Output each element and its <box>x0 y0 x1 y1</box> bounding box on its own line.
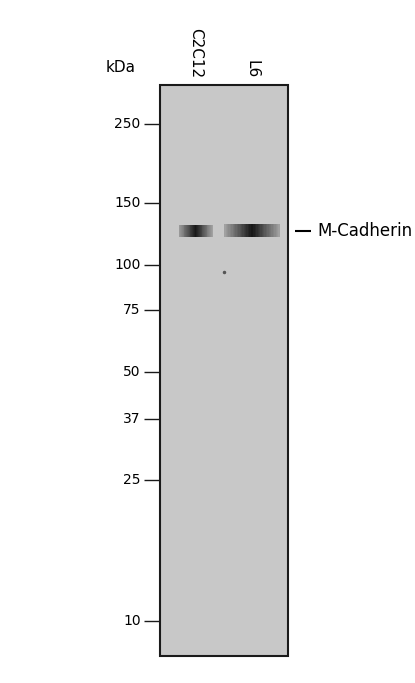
Bar <box>233 224 235 238</box>
Bar <box>195 225 196 237</box>
Bar <box>188 225 189 237</box>
Bar <box>229 224 231 238</box>
Bar <box>260 224 262 238</box>
Bar <box>195 225 197 237</box>
Bar <box>235 224 237 238</box>
Bar <box>231 224 233 238</box>
Bar <box>242 224 244 238</box>
Bar <box>181 225 183 237</box>
Text: 50: 50 <box>123 365 141 379</box>
Bar <box>203 225 204 237</box>
Bar <box>251 224 253 238</box>
Bar <box>264 224 266 238</box>
Bar <box>227 224 229 238</box>
Bar <box>204 225 205 237</box>
Bar <box>211 225 212 237</box>
Bar <box>200 225 201 237</box>
Bar <box>241 224 243 238</box>
Text: 100: 100 <box>114 258 141 273</box>
Bar <box>179 225 181 237</box>
Bar <box>247 224 249 238</box>
Bar <box>276 224 278 238</box>
Text: L6: L6 <box>245 60 260 79</box>
Bar <box>273 224 275 238</box>
Bar <box>208 225 209 237</box>
Bar <box>245 224 247 238</box>
Bar <box>266 224 268 238</box>
Bar <box>189 225 190 237</box>
Bar <box>185 225 186 237</box>
Bar <box>194 225 195 237</box>
Bar <box>270 224 272 238</box>
Bar <box>210 225 211 237</box>
Bar <box>262 224 264 238</box>
Bar <box>182 225 183 237</box>
Bar <box>198 225 200 237</box>
Bar <box>208 225 210 237</box>
Bar <box>252 224 254 238</box>
Text: M-Cadherin: M-Cadherin <box>317 222 413 240</box>
Bar <box>190 225 191 237</box>
Bar <box>203 225 205 237</box>
Bar <box>230 224 232 238</box>
Bar <box>277 224 279 238</box>
Bar <box>186 225 187 237</box>
Bar <box>256 224 258 238</box>
Bar <box>184 225 185 237</box>
Bar <box>239 224 242 238</box>
Bar <box>248 224 250 238</box>
Bar <box>238 224 240 238</box>
Bar <box>160 85 288 656</box>
Bar <box>267 224 269 238</box>
Bar <box>199 225 200 237</box>
Text: C2C12: C2C12 <box>188 29 203 79</box>
Bar <box>249 224 251 238</box>
Bar <box>183 225 184 237</box>
Bar <box>180 225 182 237</box>
Bar <box>207 225 208 237</box>
Text: kDa: kDa <box>106 60 136 75</box>
Bar <box>191 225 193 237</box>
Bar <box>193 225 194 237</box>
Bar <box>202 225 203 237</box>
Bar <box>225 224 227 238</box>
Bar <box>237 224 239 238</box>
Bar <box>255 224 257 238</box>
Bar <box>196 225 198 237</box>
Bar <box>274 224 276 238</box>
Bar <box>259 224 261 238</box>
Bar <box>197 225 199 237</box>
Bar <box>263 224 265 238</box>
Bar <box>254 224 256 238</box>
Bar <box>209 225 210 237</box>
Bar <box>201 225 202 237</box>
Text: 75: 75 <box>123 303 141 317</box>
Bar <box>212 225 213 237</box>
Bar <box>226 224 228 238</box>
Bar <box>205 225 206 237</box>
Bar <box>206 225 207 237</box>
Bar <box>269 224 271 238</box>
Bar <box>190 225 192 237</box>
Bar <box>278 224 281 238</box>
Bar <box>258 224 260 238</box>
Bar <box>178 225 180 237</box>
Text: 25: 25 <box>123 473 141 486</box>
Bar <box>186 225 188 237</box>
Bar <box>192 225 193 237</box>
Bar <box>187 225 188 237</box>
Text: 150: 150 <box>114 195 141 210</box>
Text: 37: 37 <box>123 412 141 426</box>
Text: 10: 10 <box>123 614 141 628</box>
Bar <box>244 224 246 238</box>
Text: 250: 250 <box>115 117 141 130</box>
Bar <box>234 224 236 238</box>
Bar <box>271 224 273 238</box>
